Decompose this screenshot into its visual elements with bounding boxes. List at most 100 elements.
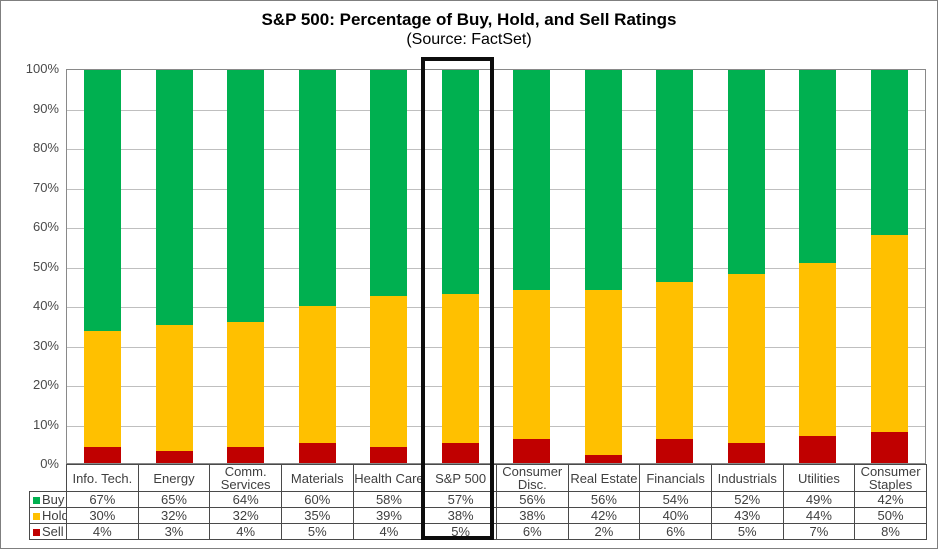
bar-segment-hold <box>799 262 837 436</box>
legend-label: Sell <box>42 523 64 539</box>
data-table: Info. Tech. Energy Comm. Services Materials… <box>29 464 927 540</box>
value-cell-buy: 56% <box>495 491 569 508</box>
stacked-bar <box>799 70 837 463</box>
value-cell-hold: 44% <box>782 507 856 524</box>
bar-column-consumer-disc- <box>496 70 568 463</box>
bar-segment-hold <box>370 295 408 448</box>
y-tick-label: 20% <box>32 377 59 392</box>
bar-segment-sell <box>370 447 408 463</box>
value-cell-sell: 6% <box>639 523 712 540</box>
y-tick-label: 50% <box>32 258 59 274</box>
value-cell-sell: 4% <box>352 523 426 540</box>
bar-segment-hold <box>513 290 551 440</box>
bar-segment-sell <box>227 447 265 463</box>
value-cell-hold: 35% <box>280 507 354 524</box>
bar-segment-hold <box>84 330 122 448</box>
category-header-cell: Industrials <box>710 464 784 492</box>
table-header-row: Info. Tech. Energy Comm. Services Materials… <box>30 464 927 492</box>
bar-segment-buy <box>727 70 765 275</box>
value-cell-buy: 58% <box>352 491 426 508</box>
value-cell-buy: 67% <box>66 491 139 508</box>
value-cell-sell: 5% <box>424 523 497 540</box>
bar-column-materials <box>282 70 354 463</box>
category-header-cell: Consumer Disc. <box>495 464 569 492</box>
value-cell-sell: 8% <box>854 523 927 540</box>
value-cell-buy: 49% <box>782 491 856 508</box>
legend-swatch-buy-icon <box>33 496 40 504</box>
y-tick-label: 30% <box>32 337 59 353</box>
stacked-bar <box>870 70 908 463</box>
gridline <box>67 228 925 229</box>
gridline <box>67 268 925 269</box>
chart-subtitle: (Source: FactSet) <box>406 31 532 48</box>
category-header-cell: Financials <box>639 464 712 492</box>
value-cell-sell: 6% <box>495 523 569 540</box>
value-cell-buy: 65% <box>137 491 211 508</box>
stacked-bar <box>84 70 122 463</box>
value-cell-sell: 7% <box>782 523 856 540</box>
bar-segment-sell <box>513 439 551 463</box>
category-header-cell: Info. Tech. <box>66 464 139 492</box>
stacked-bar <box>584 70 622 463</box>
bar-segment-sell <box>84 447 122 463</box>
bar-segment-hold <box>870 235 908 432</box>
bar-column-utilities <box>782 70 854 463</box>
y-tick-label: 10% <box>32 416 59 432</box>
bar-column-s-p-500 <box>425 70 497 463</box>
value-cell-hold: 42% <box>567 507 641 524</box>
value-cell-hold: 40% <box>639 507 712 524</box>
chart-title: S&P 500: Percentage of Buy, Hold, and Se… <box>261 10 677 29</box>
stacked-bar <box>370 70 408 463</box>
bar-column-comm-services <box>210 70 282 463</box>
category-header-cell: Materials <box>280 464 354 492</box>
stacked-bar <box>227 70 265 463</box>
bar-segment-buy <box>584 70 622 291</box>
bar-segment-sell <box>584 455 622 463</box>
gridline <box>67 347 925 348</box>
plot-area <box>66 69 926 464</box>
legend-swatch-sell-icon <box>33 528 40 536</box>
gridline <box>67 189 925 190</box>
bar-segment-sell <box>298 443 336 463</box>
table-row-buy: Buy 67% 65% 64% 60% 58% 57% 56% 56% 54% 52% 49% 42% <box>29 491 927 508</box>
value-cell-buy: 52% <box>710 491 784 508</box>
bar-segment-buy <box>441 70 479 295</box>
value-cell-buy: 42% <box>854 491 927 508</box>
bar-segment-hold <box>155 325 193 452</box>
bar-segment-buy <box>656 70 694 283</box>
category-header-cell: S&P 500 <box>424 464 497 492</box>
bar-series-container <box>67 70 925 463</box>
table-row-sell: Sell 4% 3% 4% 5% 4% 5% 6% 2% 6% 5% 7% 8% <box>29 523 927 540</box>
bar-segment-buy <box>84 70 122 331</box>
stacked-bar <box>155 70 193 463</box>
bar-segment-hold <box>584 290 622 456</box>
category-header-cell: Consumer Staples <box>854 464 927 492</box>
bar-segment-sell <box>155 451 193 463</box>
value-cell-buy: 54% <box>639 491 712 508</box>
bar-column-real-estate <box>568 70 640 463</box>
value-cell-hold: 50% <box>854 507 927 524</box>
value-cell-hold: 39% <box>352 507 426 524</box>
bar-segment-buy <box>870 70 908 236</box>
category-header-cell: Energy <box>137 464 211 492</box>
bar-column-financials <box>639 70 711 463</box>
bar-segment-sell <box>870 431 908 463</box>
legend-cell-sell: Sell <box>29 523 67 540</box>
value-cell-hold: 30% <box>66 507 139 524</box>
bar-segment-sell <box>441 443 479 463</box>
bar-segment-buy <box>799 70 837 263</box>
value-cell-sell: 4% <box>66 523 139 540</box>
value-cell-sell: 2% <box>567 523 641 540</box>
bar-segment-buy <box>370 70 408 296</box>
value-cell-hold: 32% <box>209 507 282 524</box>
table-row-hold: Hold 30% 32% 32% 35% 39% 38% 38% 42% 40% 43% 44% 50% <box>29 507 927 524</box>
bar-segment-sell <box>656 439 694 463</box>
bar-column-energy <box>139 70 211 463</box>
y-tick-label: 60% <box>32 219 59 234</box>
value-cell-buy: 57% <box>424 491 497 508</box>
stacked-bar <box>298 70 336 463</box>
category-header-cell: Health Care <box>352 464 426 492</box>
stacked-bar <box>727 70 765 463</box>
bar-segment-buy <box>513 70 551 291</box>
